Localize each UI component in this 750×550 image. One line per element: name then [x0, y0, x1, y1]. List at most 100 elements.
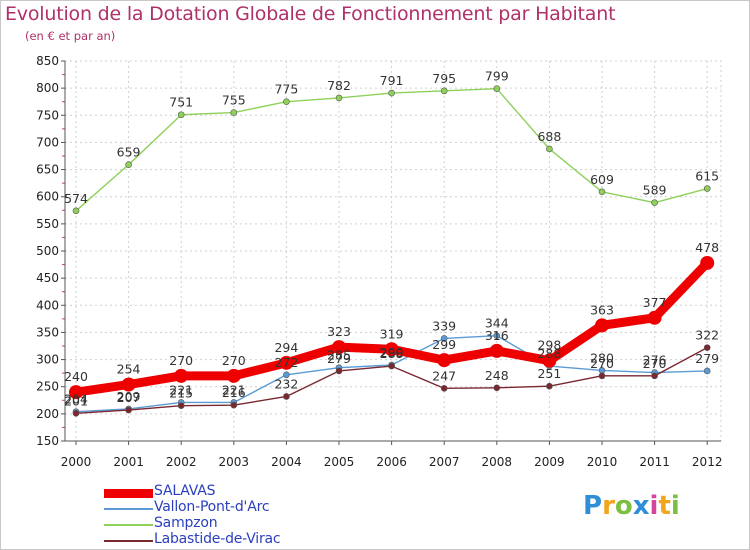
point-sampzon	[493, 85, 501, 92]
logo-letter: r	[602, 491, 615, 521]
plot-area	[64, 60, 722, 442]
y-tick-label: 150	[36, 434, 59, 448]
legend-label: SALAVAS	[154, 483, 216, 499]
legend-swatch	[104, 488, 153, 498]
x-tick-label: 2012	[692, 455, 723, 469]
point-vallon-pont-d-arc	[703, 367, 711, 375]
data-label-salavas: 270	[169, 353, 193, 368]
data-label-sampzon: 609	[590, 172, 614, 187]
data-label-labastide-de-virac: 322	[695, 328, 719, 343]
data-label-salavas: 363	[590, 302, 614, 317]
point-salavas	[595, 318, 609, 333]
y-tick-label: 750	[36, 108, 59, 122]
data-label-labastide-de-virac: 215	[169, 386, 193, 401]
y-tick-label: 500	[36, 244, 59, 258]
point-labastide-de-virac	[230, 401, 238, 409]
y-tick-label: 850	[36, 54, 59, 68]
x-tick-label: 2007	[429, 455, 460, 469]
x-tick-label: 2010	[587, 455, 618, 469]
point-labastide-de-virac	[546, 382, 553, 390]
y-tick-label: 700	[36, 135, 59, 149]
point-sampzon	[335, 94, 343, 102]
logo-letter: o	[614, 491, 633, 521]
data-label-sampzon: 615	[695, 169, 719, 184]
data-label-sampzon: 791	[380, 73, 404, 88]
grid	[64, 60, 722, 442]
data-label-salavas: 299	[432, 337, 456, 352]
legend-label: Vallon-Pont-d'Arc	[154, 499, 270, 515]
data-label-labastide-de-virac: 279	[327, 351, 351, 366]
point-labastide-de-virac	[703, 344, 711, 351]
data-labels: 240 254 270 270 294 323 319 299 316 298 363 377 478 2…	[64, 69, 719, 409]
data-label-salavas: 240	[64, 369, 88, 384]
data-label-vallon-pont-d-arc: 276	[643, 353, 667, 368]
data-label-salavas: 319	[380, 326, 404, 341]
point-labastide-de-virac	[283, 393, 290, 400]
x-tick-label: 2000	[61, 455, 92, 469]
data-label-salavas: 254	[117, 362, 141, 377]
point-salavas	[542, 353, 557, 368]
y-tick-label: 250	[36, 380, 59, 394]
data-label-salavas: 478	[695, 240, 719, 255]
point-vallon-pont-d-arc	[493, 332, 501, 339]
data-label-salavas: 294	[274, 340, 298, 355]
data-label-labastide-de-virac: 201	[64, 393, 88, 408]
point-labastide-de-virac	[72, 410, 80, 417]
y-tick-label: 400	[36, 298, 59, 312]
data-label-sampzon: 782	[327, 78, 351, 93]
y-tick-label: 550	[36, 217, 59, 231]
data-label-vallon-pont-d-arc: 272	[274, 355, 298, 370]
axes: 150 200 250 300 350 400 450 500 550 600 650 700 750 8…	[36, 54, 722, 469]
legend-label: Labastide-de-Virac	[154, 531, 281, 547]
data-label-labastide-de-virac: 248	[485, 368, 509, 383]
data-label-labastide-de-virac: 270	[590, 356, 614, 371]
point-sampzon	[388, 89, 395, 97]
x-tick-label: 2009	[534, 455, 565, 469]
data-label-sampzon: 755	[222, 93, 246, 108]
logo-letter: t	[658, 491, 671, 521]
point-salavas	[226, 368, 241, 383]
legend-swatch	[104, 524, 153, 526]
y-tick-label: 650	[36, 163, 59, 177]
y-tick-label: 300	[36, 353, 59, 367]
x-tick-label: 2005	[324, 455, 355, 469]
y-tick-label: 600	[36, 190, 59, 204]
point-sampzon	[177, 111, 185, 119]
data-label-salavas: 270	[222, 353, 246, 368]
y-tick-label: 350	[36, 325, 59, 339]
data-label-labastide-de-virac: 216	[222, 385, 246, 400]
legend-swatch	[104, 508, 153, 510]
x-tick-label: 2008	[482, 455, 513, 469]
point-salavas	[384, 342, 399, 357]
point-sampzon	[283, 98, 290, 106]
x-tick-label: 2004	[271, 455, 302, 469]
data-label-labastide-de-virac: 270	[643, 356, 667, 371]
point-salavas	[121, 377, 136, 392]
logo-letter: i	[670, 491, 680, 521]
point-labastide-de-virac	[125, 406, 132, 414]
data-label-sampzon: 751	[169, 95, 193, 110]
point-sampzon	[651, 199, 658, 206]
data-label-vallon-pont-d-arc: 288	[537, 346, 561, 361]
data-label-sampzon: 688	[537, 129, 561, 144]
logo-letter: i	[649, 491, 659, 521]
data-label-vallon-pont-d-arc: 221	[222, 382, 246, 397]
data-label-vallon-pont-d-arc: 221	[169, 382, 193, 397]
point-sampzon	[598, 188, 606, 196]
data-label-vallon-pont-d-arc: 344	[485, 316, 509, 331]
data-label-vallon-pont-d-arc: 290	[380, 345, 404, 360]
point-salavas	[437, 353, 452, 368]
data-label-labastide-de-virac: 288	[380, 346, 404, 361]
data-label-labastide-de-virac: 207	[117, 390, 141, 405]
data-label-vallon-pont-d-arc: 280	[590, 350, 614, 365]
y-tick-label: 450	[36, 271, 59, 285]
x-tick-label: 2006	[376, 455, 407, 469]
point-labastide-de-virac	[177, 402, 185, 410]
x-tick-label: 2003	[219, 455, 250, 469]
y-tick-label: 200	[36, 407, 59, 421]
point-labastide-de-virac	[335, 367, 343, 375]
data-label-labastide-de-virac: 232	[274, 376, 298, 391]
point-sampzon	[72, 207, 80, 215]
